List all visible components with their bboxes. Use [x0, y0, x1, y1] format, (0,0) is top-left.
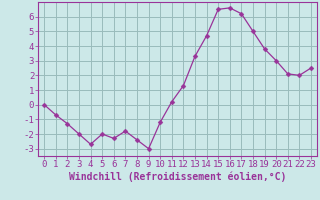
X-axis label: Windchill (Refroidissement éolien,°C): Windchill (Refroidissement éolien,°C) — [69, 172, 286, 182]
